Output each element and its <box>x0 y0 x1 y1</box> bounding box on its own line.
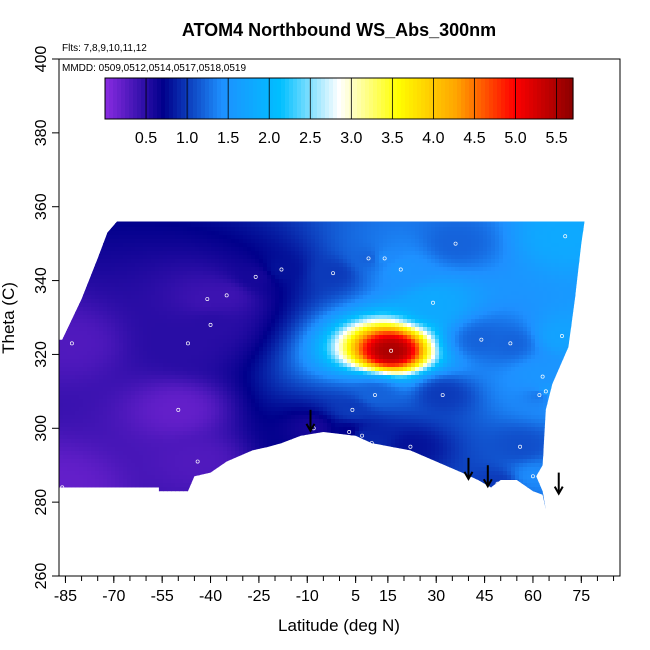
sample-point-13 <box>350 407 355 412</box>
y-tick-label-5: 360 <box>33 193 50 220</box>
sample-point-16 <box>369 441 374 446</box>
colorbar-tick-label-0: 0.5 <box>135 130 157 147</box>
sample-point-1 <box>69 341 74 346</box>
sample-point-21 <box>408 444 413 449</box>
sample-point-0 <box>60 485 65 490</box>
flights-annotation: Flts: 7,8,9,10,11,12 <box>62 43 147 54</box>
colorbar-tick-label-2: 1.5 <box>217 130 239 147</box>
sample-point-23 <box>440 393 445 397</box>
sample-point-7 <box>224 293 229 298</box>
y-tick-label-1: 280 <box>33 489 50 516</box>
x-tick-label-8: 30 <box>427 588 445 605</box>
sample-point-6 <box>208 322 213 327</box>
sample-point-4 <box>195 459 200 464</box>
y-axis: 260 280 300 320 340 360 380 400 <box>33 46 59 590</box>
colorbar-tick-label-3: 2.0 <box>258 130 280 147</box>
sample-point-17 <box>373 393 377 397</box>
flight-marker-arrow-2 <box>482 465 493 489</box>
sample-point-15 <box>366 256 371 261</box>
sample-point-12 <box>347 430 352 434</box>
sample-point-31 <box>540 374 545 379</box>
y-tick-label-0: 260 <box>33 563 50 590</box>
flight-marker-arrow-1 <box>463 457 474 481</box>
sample-point-27 <box>508 341 513 346</box>
x-tick-label-11: 75 <box>572 588 590 605</box>
y-tick-label-3: 320 <box>33 341 50 368</box>
sample-point-9 <box>279 267 284 272</box>
sample-point-33 <box>560 334 564 338</box>
x-tick-label-0: -85 <box>54 588 77 605</box>
colorbar-tick-label-6: 3.5 <box>381 130 403 147</box>
x-tick-label-1: -70 <box>102 588 125 605</box>
colorbar-tick-label-5: 3.0 <box>340 130 362 147</box>
x-tick-label-6: 5 <box>351 588 360 605</box>
colorbar: 0.5 1.0 1.5 2.0 2.5 3.0 3.5 4.0 4.5 5.0 5.5 <box>104 77 574 147</box>
y-tick-label-2: 300 <box>33 415 50 442</box>
x-tick-label-2: -55 <box>151 588 174 605</box>
colorbar-tick-label-10: 5.5 <box>545 130 567 147</box>
sample-point-28 <box>518 444 523 449</box>
colorbar-tick-label-7: 4.0 <box>422 130 444 147</box>
x-tick-label-3: -40 <box>199 588 222 605</box>
x-tick-label-4: -25 <box>247 588 270 605</box>
x-tick-label-7: 15 <box>379 588 397 605</box>
colorbar-tick-label-4: 2.5 <box>299 130 321 147</box>
colorbar-tick-label-1: 1.0 <box>176 130 198 147</box>
sample-point-18 <box>382 256 387 261</box>
colorbar-tick-label-8: 4.5 <box>463 130 485 147</box>
sample-point-25 <box>479 337 484 342</box>
dates-annotation: MMDD: 0509,0512,0514,0517,0518,0519 <box>62 63 246 74</box>
sample-point-3 <box>186 341 190 346</box>
x-tick-label-10: 60 <box>524 588 542 605</box>
sample-point-11 <box>331 271 336 276</box>
sample-point-26 <box>495 481 500 486</box>
colorbar-frame <box>104 77 574 120</box>
sample-point-19 <box>389 348 394 353</box>
x-tick-label-9: 45 <box>476 588 494 605</box>
flight-marker-arrow-0 <box>305 409 316 433</box>
sample-point-29 <box>530 474 535 479</box>
sample-point-22 <box>431 300 435 305</box>
x-tick-label-5: -10 <box>296 588 319 605</box>
sample-point-2 <box>176 407 181 412</box>
sample-point-24 <box>453 241 458 246</box>
sample-point-20 <box>398 267 403 272</box>
y-tick-label-6: 380 <box>33 119 50 146</box>
y-tick-label-7: 400 <box>33 46 50 73</box>
sample-point-14 <box>360 433 365 438</box>
y-axis-label: Theta (C) <box>0 282 18 354</box>
y-tick-label-4: 340 <box>33 267 50 294</box>
sample-point-30 <box>537 393 542 397</box>
flight-marker-arrow-3 <box>553 472 564 496</box>
flight-markers <box>305 409 564 496</box>
x-axis: -85 -70 -55 -40 -25 -10 5 15 30 45 60 75 <box>54 576 615 605</box>
sample-point-8 <box>253 274 258 279</box>
sample-point-5 <box>205 297 210 301</box>
chart-title: ATOM4 Northbound WS_Abs_300nm <box>182 20 496 40</box>
sample-point-32 <box>543 389 548 394</box>
x-axis-label: Latitude (deg N) <box>278 616 400 635</box>
sample-point-34 <box>563 234 568 239</box>
colorbar-tick-label-9: 5.0 <box>504 130 526 147</box>
